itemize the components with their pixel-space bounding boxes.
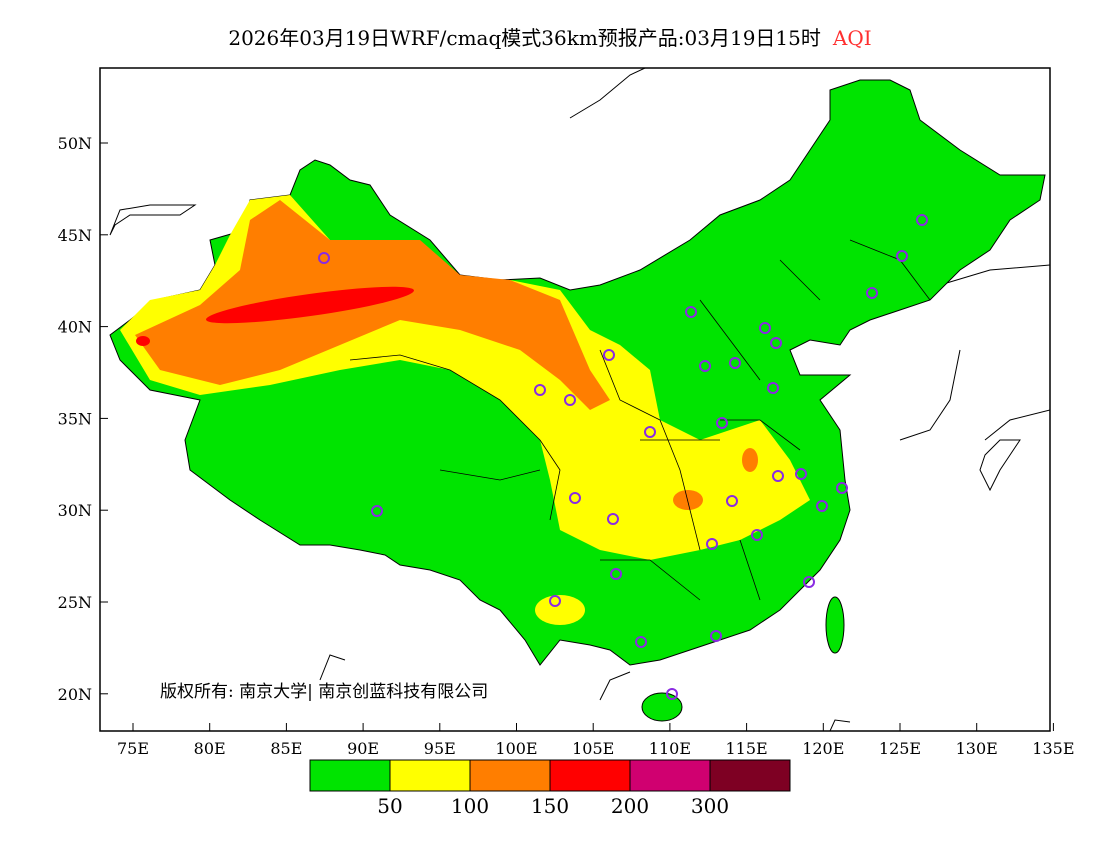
lon-tick-label: 75E <box>117 739 149 758</box>
station-marker <box>685 306 697 318</box>
station-marker <box>318 252 330 264</box>
station-marker <box>770 337 782 349</box>
lon-tick-label: 80E <box>194 739 226 758</box>
station-marker <box>549 595 561 607</box>
taiwan-island <box>825 596 845 654</box>
lon-tick-label: 110E <box>649 739 691 758</box>
region-usg <box>673 490 703 510</box>
legend-label: 200 <box>611 794 649 818</box>
station-marker <box>710 630 722 642</box>
lat-tick-label: 40N <box>58 318 92 337</box>
region-usg <box>742 448 758 472</box>
lat-tick-label: 35N <box>58 409 92 428</box>
station-marker <box>759 322 771 334</box>
region-unhealthy <box>136 336 150 346</box>
station-marker <box>866 287 878 299</box>
station-marker <box>534 384 546 396</box>
station-marker <box>699 360 711 372</box>
lon-tick-label: 135E <box>1032 739 1074 758</box>
lon-tick-label: 100E <box>495 739 537 758</box>
station-marker <box>729 357 741 369</box>
lon-tick-label: 95E <box>424 739 456 758</box>
latitude-ticks: 50N 45N 40N 35N 30N 25N 20N <box>58 134 108 704</box>
legend-label: 300 <box>691 794 729 818</box>
lon-tick-label: 85E <box>270 739 302 758</box>
station-marker <box>836 482 848 494</box>
station-marker <box>569 492 581 504</box>
station-marker <box>916 214 928 226</box>
map-frame <box>99 67 1051 732</box>
title-text: 2026年03月19日WRF/cmaq模式36km预报产品:03月19日15时 <box>228 26 821 50</box>
legend-swatch <box>709 759 791 792</box>
station-marker <box>716 417 728 429</box>
lat-tick-label: 20N <box>58 685 92 704</box>
lon-tick-label: 90E <box>347 739 379 758</box>
legend-swatch <box>389 759 471 792</box>
station-marker <box>803 576 815 588</box>
map-title: 2026年03月19日WRF/cmaq模式36km预报产品:03月19日15时 A… <box>0 22 1100 51</box>
station-marker <box>635 636 647 648</box>
legend-swatch <box>469 759 551 792</box>
legend-label: 150 <box>531 794 569 818</box>
station-marker <box>726 495 738 507</box>
lat-tick-label: 30N <box>58 501 92 520</box>
station-marker <box>706 538 718 550</box>
station-marker <box>751 529 763 541</box>
legend-swatch <box>629 759 711 792</box>
legend-label: 50 <box>377 794 402 818</box>
lon-tick-label: 115E <box>725 739 767 758</box>
station-marker <box>816 500 828 512</box>
station-marker <box>795 468 807 480</box>
lon-tick-label: 120E <box>802 739 844 758</box>
station-marker <box>603 349 615 361</box>
station-marker <box>772 470 784 482</box>
lat-tick-label: 25N <box>58 593 92 612</box>
lat-tick-label: 50N <box>58 134 92 153</box>
title-variable: AQI <box>832 26 872 50</box>
lon-tick-label: 125E <box>879 739 921 758</box>
aqi-legend: 50 100 150 200 300 <box>309 759 791 818</box>
station-marker <box>666 688 678 700</box>
lon-tick-label: 105E <box>572 739 614 758</box>
station-marker <box>644 426 656 438</box>
station-marker <box>607 513 619 525</box>
station-marker <box>896 250 908 262</box>
station-marker <box>564 394 576 406</box>
copyright-text: 版权所有: 南京大学| 南京创蓝科技有限公司 <box>160 682 488 702</box>
legend-swatch <box>549 759 631 792</box>
legend-label: 100 <box>451 794 489 818</box>
station-marker <box>767 382 779 394</box>
region-moderate <box>535 595 585 625</box>
legend-swatch <box>309 759 391 792</box>
station-marker <box>371 505 383 517</box>
coastline <box>109 68 1050 731</box>
monitoring-stations <box>318 214 928 700</box>
lon-tick-label: 130E <box>956 739 998 758</box>
station-marker <box>610 568 622 580</box>
region-unhealthy <box>206 286 414 324</box>
longitude-ticks: 75E 80E 85E 90E 95E 100E 105E 110E 115E 120E 125E 1… <box>117 723 1075 758</box>
lat-tick-label: 45N <box>58 226 92 245</box>
